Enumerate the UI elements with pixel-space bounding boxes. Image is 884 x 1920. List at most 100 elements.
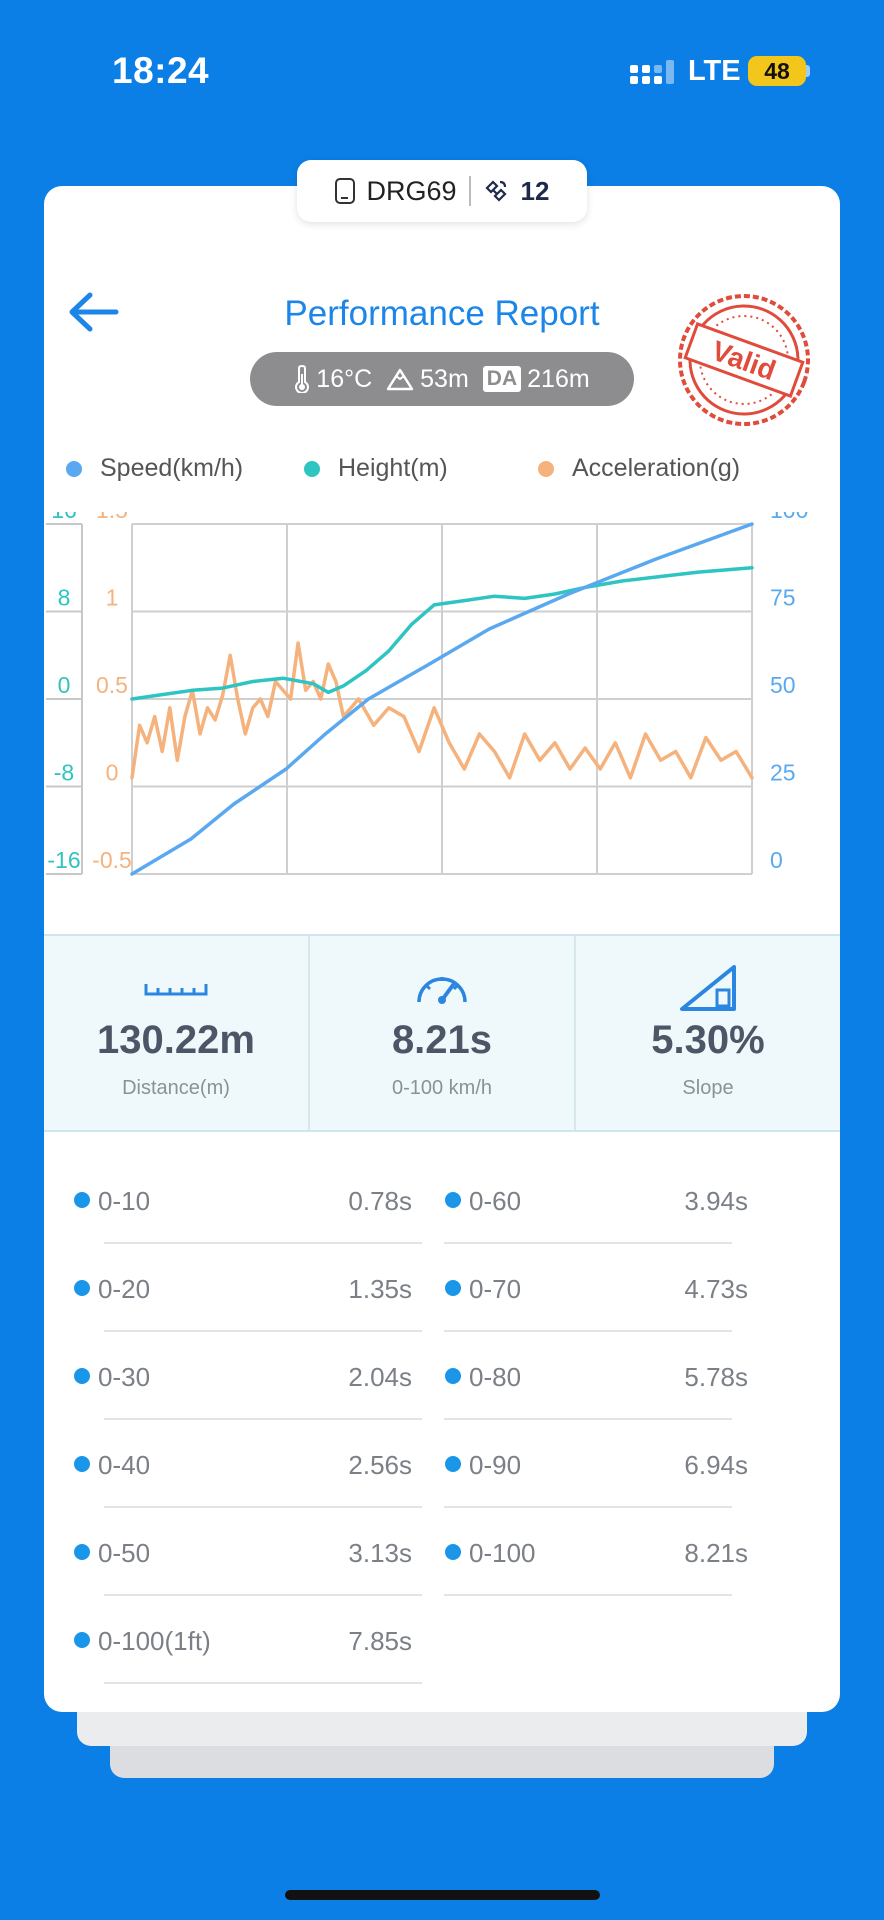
ruler-icon — [144, 984, 208, 996]
density-altitude-value: 216m — [527, 364, 590, 393]
split-row: 0-70 4.73s — [44, 1244, 840, 1332]
speed-tick-label: 0 — [770, 847, 783, 873]
temperature-value: 16°C — [316, 364, 373, 393]
split-range: 0-60 — [469, 1186, 522, 1216]
split-divider — [444, 1242, 732, 1244]
stat-value: 5.30% — [651, 1018, 765, 1062]
temperature-item: 16°C — [294, 365, 372, 394]
split-time: 0.78s — [348, 1186, 412, 1216]
height-tick-label: 8 — [58, 585, 71, 611]
split-range: 0-40 — [98, 1450, 151, 1480]
series-line-height — [130, 566, 754, 701]
split-row: 0-100 8.21s — [44, 1508, 840, 1596]
split-dot — [445, 1192, 461, 1208]
split-dot — [74, 1280, 90, 1296]
legend-dot — [538, 460, 554, 477]
pill-divider — [468, 176, 471, 206]
series-line-acceleration — [130, 641, 754, 780]
acceleration-tick-label: 1 — [106, 585, 119, 611]
split-time: 1.35s — [348, 1274, 412, 1304]
back-arrow-icon[interactable] — [66, 290, 120, 334]
altitude-item: 53m — [386, 365, 469, 394]
chart-legend: Speed(km/h) Height(m) Acceleration(g) — [66, 454, 826, 483]
split-time: 6.94s — [684, 1450, 748, 1480]
legend-speed: Speed(km/h) — [66, 454, 304, 483]
split-range: 0-10 — [98, 1186, 151, 1216]
split-time: 7.85s — [348, 1626, 412, 1656]
split-dot — [445, 1280, 461, 1296]
stat-value: 8.21s — [391, 1018, 493, 1062]
split-row: 0-10 0.78s — [44, 1156, 840, 1244]
split-row: 0-90 6.94s — [44, 1420, 840, 1508]
split-time: 5.78s — [684, 1362, 748, 1392]
split-range: 0-100(1ft) — [98, 1626, 211, 1656]
split-range: 0-90 — [469, 1450, 522, 1480]
satellite-count: 12 — [520, 175, 550, 206]
signal-icon — [630, 60, 674, 84]
split-dot — [445, 1544, 461, 1560]
acceleration-tick-label: 0 — [106, 760, 119, 786]
legend-acceleration: Acceleration(g) — [538, 454, 740, 483]
split-range: 0-20 — [98, 1274, 151, 1304]
split-row: 0-60 3.94s — [44, 1156, 840, 1244]
split-divider — [104, 1418, 422, 1420]
stat-slope: 5.30% Slope — [576, 936, 840, 1130]
speed-tick-label: 25 — [770, 760, 796, 786]
split-range: 0-70 — [469, 1274, 522, 1304]
split-time: 8.21s — [684, 1538, 748, 1568]
page-title: Performance Report — [284, 294, 600, 333]
split-range: 0-100 — [469, 1538, 536, 1568]
stats-panel: 130.22m Distance(m) 8.21s 0-100 km/h — [44, 934, 840, 1132]
split-time: 4.73s — [684, 1274, 748, 1304]
split-divider — [104, 1330, 422, 1332]
split-dot — [445, 1456, 461, 1472]
slope-icon — [680, 965, 736, 1011]
split-dot — [74, 1456, 90, 1472]
density-altitude-item: DA 216m — [482, 364, 590, 394]
device-name: DRG69 — [366, 175, 457, 206]
split-dot — [74, 1192, 90, 1208]
altitude-value: 53m — [420, 364, 469, 393]
device-pill[interactable]: DRG69 12 — [297, 160, 587, 222]
split-dot — [74, 1544, 90, 1560]
split-time: 3.94s — [684, 1186, 748, 1216]
speed-tick-label: 50 — [770, 672, 796, 698]
legend-dot — [304, 460, 320, 477]
split-row: 0-20 1.35s — [44, 1244, 840, 1332]
mountain-icon — [386, 368, 414, 391]
acceleration-tick-label: -0.5 — [92, 847, 132, 873]
split-time: 2.04s — [348, 1362, 412, 1392]
split-time: 3.13s — [348, 1538, 412, 1568]
split-row: 0-100(1ft) 7.85s — [44, 1596, 840, 1684]
split-row: 0-30 2.04s — [44, 1332, 840, 1420]
battery-indicator: 48 — [748, 56, 806, 86]
height-tick-label: -8 — [54, 760, 74, 786]
split-range: 0-30 — [98, 1362, 151, 1392]
speed-tick-label: 100 — [770, 512, 808, 523]
split-divider — [444, 1330, 732, 1332]
status-time: 18:24 — [112, 50, 210, 91]
series-line-speed — [130, 522, 754, 876]
performance-chart: 16 1.5 100 8 1 75 0 0.5 50 -8 0 25 -16 -0.5 0 — [46, 512, 808, 876]
acceleration-tick-label: 0.5 — [96, 672, 128, 698]
split-divider — [444, 1594, 732, 1596]
valid-stamp-icon: Valid — [678, 294, 810, 426]
height-tick-label: 0 — [58, 672, 71, 698]
satellite-icon — [484, 180, 507, 202]
legend-label: Acceleration(g) — [572, 454, 741, 482]
legend-label: Height(m) — [338, 454, 448, 482]
home-indicator[interactable] — [285, 1890, 600, 1900]
speed-tick-label: 75 — [770, 585, 796, 611]
height-tick-label: 16 — [51, 512, 77, 523]
acceleration-tick-label: 1.5 — [96, 512, 128, 523]
stat-label: Distance(m) — [122, 1077, 230, 1099]
battery-cap — [806, 65, 810, 77]
legend-height: Height(m) — [304, 454, 538, 483]
split-divider — [104, 1242, 422, 1244]
split-dot — [445, 1368, 461, 1384]
split-time: 2.56s — [348, 1450, 412, 1480]
stat-value: 130.22m — [97, 1018, 255, 1062]
split-divider — [104, 1506, 422, 1508]
stat-label: 0-100 km/h — [391, 1077, 493, 1099]
network-label: LTE — [688, 55, 741, 87]
